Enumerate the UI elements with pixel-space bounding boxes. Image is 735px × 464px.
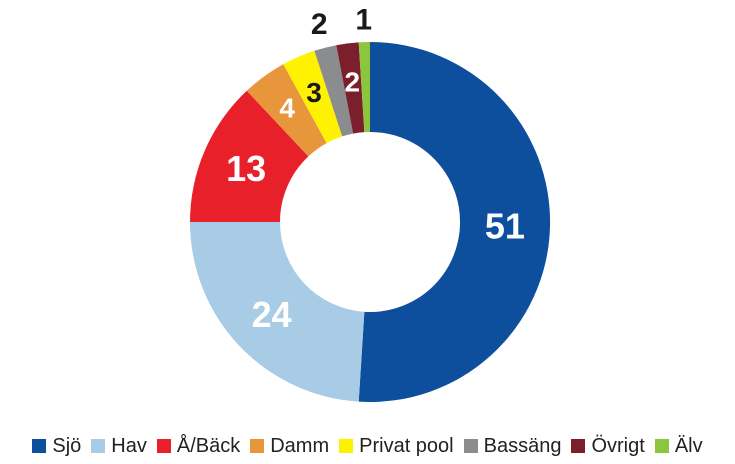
legend-swatch	[91, 439, 105, 453]
legend-label: Å/Bäck	[177, 435, 240, 458]
data-label-7: 1	[355, 4, 372, 37]
data-label-5: 2	[311, 8, 328, 41]
data-label-1: 24	[252, 294, 292, 335]
legend-item: Hav	[91, 435, 147, 458]
legend-swatch	[464, 439, 478, 453]
data-label-4: 3	[306, 77, 322, 108]
legend-swatch	[250, 439, 264, 453]
legend-item: Bassäng	[464, 435, 562, 458]
legend-label: Bassäng	[484, 435, 562, 458]
data-label-3: 4	[279, 92, 295, 123]
legend-item: Å/Bäck	[157, 435, 240, 458]
legend-swatch	[571, 439, 585, 453]
legend-swatch	[157, 439, 171, 453]
data-label-6: 2	[345, 67, 361, 98]
data-label-2: 13	[226, 148, 266, 189]
legend-label: Hav	[111, 435, 147, 458]
legend-item: Sjö	[32, 435, 81, 458]
legend-label: Privat pool	[359, 435, 454, 458]
legend-label: Sjö	[52, 435, 81, 458]
legend-label: Älv	[675, 435, 703, 458]
legend-item: Damm	[250, 435, 329, 458]
legend-swatch	[655, 439, 669, 453]
legend-swatch	[339, 439, 353, 453]
legend-item: Privat pool	[339, 435, 454, 458]
data-label-0: 51	[485, 206, 525, 247]
legend: Sjö Hav Å/Bäck Damm Privat pool Bassäng Övrigt…	[0, 432, 735, 460]
legend-label: Damm	[270, 435, 329, 458]
legend-item: Övrigt	[571, 435, 644, 458]
legend-item: Älv	[655, 435, 703, 458]
legend-label: Övrigt	[591, 435, 644, 458]
legend-swatch	[32, 439, 46, 453]
